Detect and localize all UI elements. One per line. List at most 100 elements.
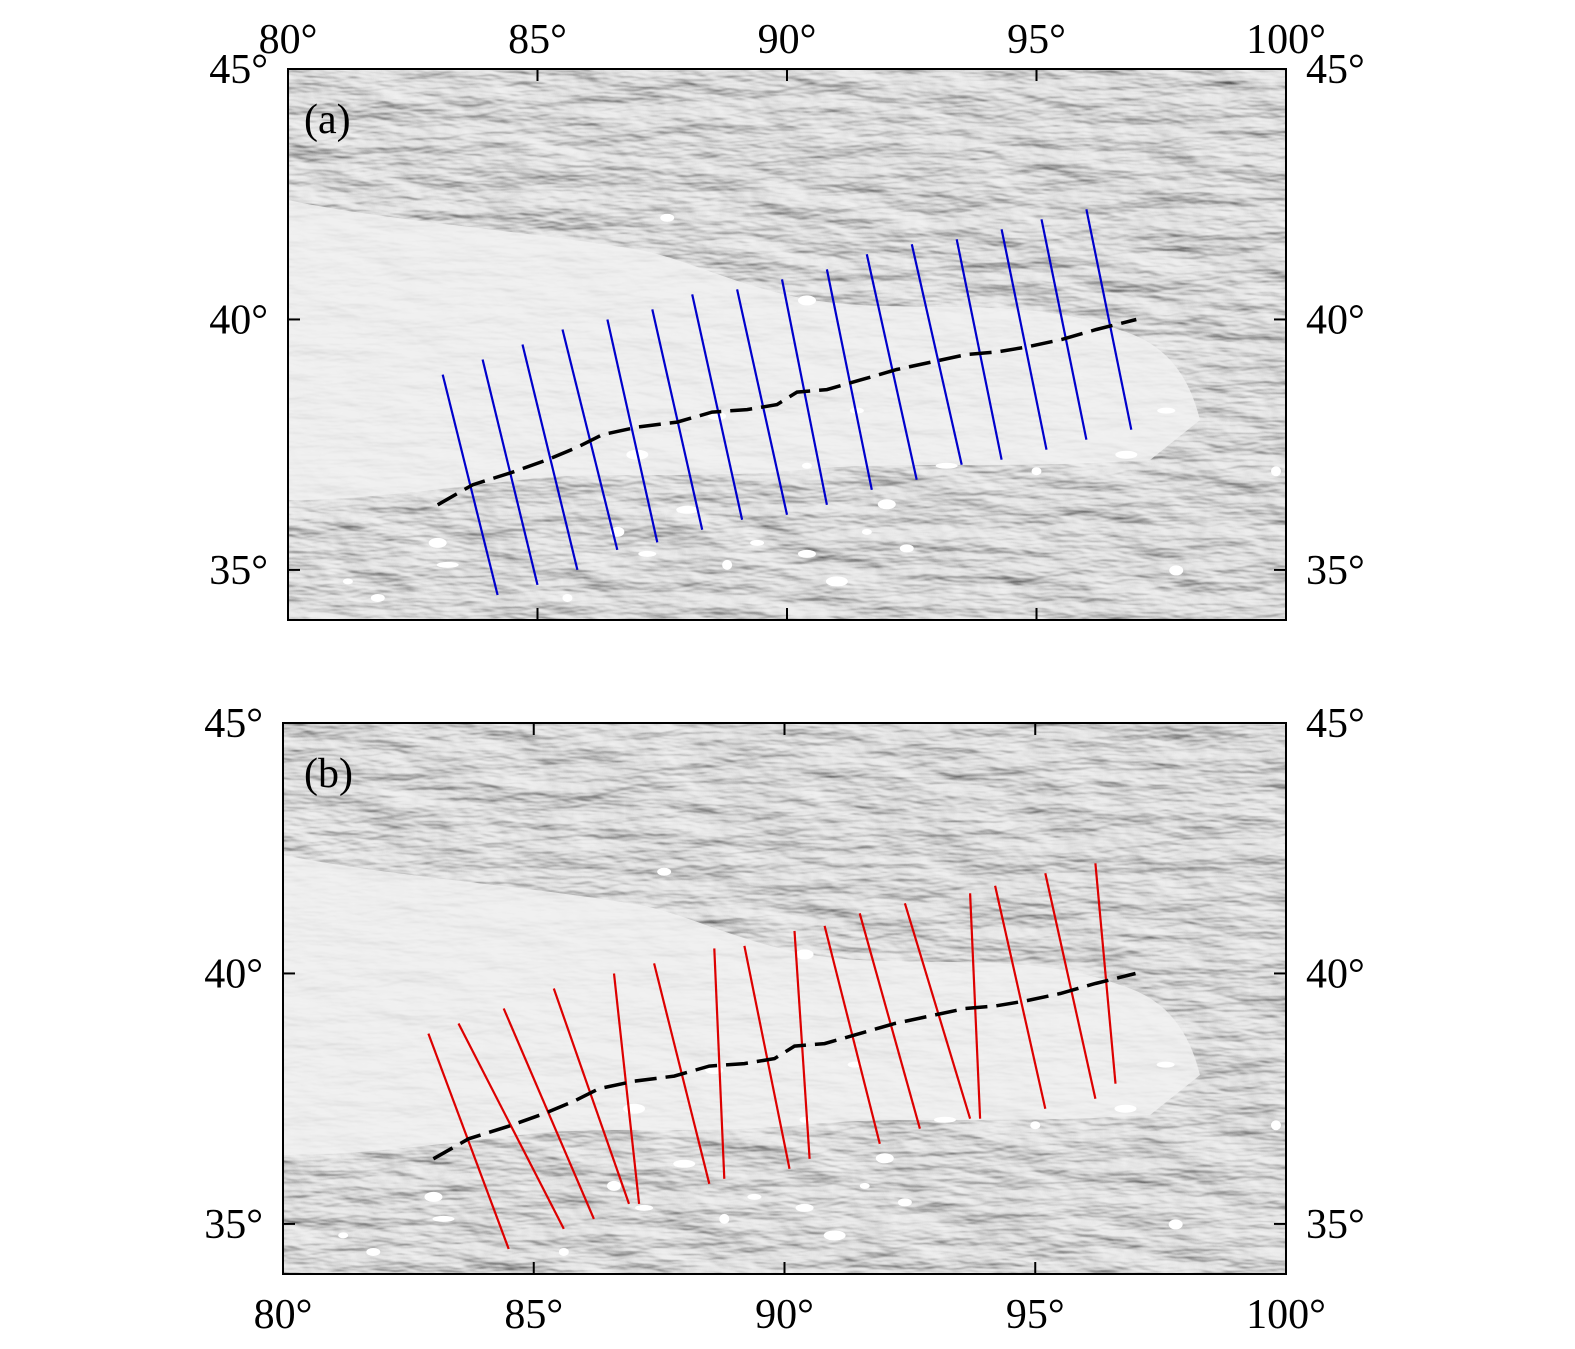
lake <box>823 1230 846 1241</box>
profile-line-5 <box>612 973 641 1205</box>
lon-tick-label: 90° <box>758 17 817 63</box>
boundary-dashed-line-a <box>436 317 1137 507</box>
lake <box>795 1203 814 1212</box>
lake <box>825 576 848 587</box>
lake <box>606 1180 621 1191</box>
lat-tick-label-right: 40° <box>1306 297 1365 343</box>
lake <box>708 412 727 421</box>
lake <box>933 1116 956 1123</box>
lake <box>558 1247 569 1256</box>
lake <box>750 539 765 546</box>
lat-tick-label-left: 35° <box>204 1202 263 1248</box>
map-panel-a: 80° 85° 90° 95° 100° 35° 35° 40° 40° 45° 45° (a) <box>209 17 1365 621</box>
lake <box>1271 466 1282 477</box>
lat-tick-label-right: 45° <box>1306 47 1365 93</box>
lake <box>635 1204 654 1211</box>
lon-tick-label: 85° <box>508 17 567 63</box>
lake <box>370 593 385 602</box>
profile-lines-a <box>441 209 1133 596</box>
lon-tick-label: 100° <box>1246 17 1326 63</box>
panel-label-b: (b) <box>304 751 353 797</box>
lake <box>1169 565 1184 576</box>
lake <box>801 462 812 469</box>
lake <box>797 295 816 306</box>
profile-line-15 <box>1040 219 1088 440</box>
lon-tick-label: 95° <box>1007 17 1066 63</box>
lake <box>366 1247 381 1256</box>
lake <box>1156 1061 1175 1068</box>
lake <box>676 505 699 514</box>
lon-tick-label: 95° <box>1006 1292 1065 1338</box>
profile-line-1 <box>427 1033 510 1250</box>
lake <box>623 1103 646 1114</box>
lake <box>1168 1219 1183 1230</box>
profile-line-3 <box>521 344 579 571</box>
lake <box>562 593 573 602</box>
lake <box>1115 450 1138 459</box>
lat-tick-label-right: 35° <box>1306 1202 1365 1248</box>
lake <box>747 1193 762 1200</box>
profile-line-16 <box>1094 863 1117 1084</box>
profile-line-7 <box>713 948 726 1179</box>
profile-line-6 <box>651 309 704 531</box>
lake <box>722 559 733 570</box>
profile-line-2 <box>457 1022 565 1230</box>
lake <box>657 867 672 876</box>
lake <box>795 949 814 960</box>
lat-tick-label-right: 35° <box>1306 548 1365 594</box>
lake <box>673 1159 696 1168</box>
profile-line-8 <box>743 945 791 1170</box>
lake <box>1031 467 1042 476</box>
lake <box>719 1213 730 1224</box>
lon-tick-label: 90° <box>755 1292 814 1338</box>
lat-tick-label-right: 40° <box>1306 951 1365 997</box>
profile-line-12 <box>903 902 972 1120</box>
lake <box>436 561 459 568</box>
profile-line-5 <box>606 319 659 543</box>
lake <box>1114 1104 1137 1113</box>
lon-tick-label: 80° <box>254 1292 313 1338</box>
lake <box>638 550 657 557</box>
lake <box>432 1215 455 1222</box>
profile-line-15 <box>1044 873 1097 1099</box>
axis-ticks-a: 80° 85° 90° 95° 100° 35° 35° 40° 40° 45° 45° <box>209 17 1365 620</box>
lake <box>877 499 896 510</box>
lake <box>861 528 872 535</box>
lat-tick-label-left: 45° <box>204 701 263 747</box>
lon-tick-label: 100° <box>1246 1292 1326 1338</box>
lake <box>338 1232 349 1239</box>
axis-ticks-b: 80° 85° 90° 95° 100° 35° 35° 40° 40° 45° 45° <box>204 701 1365 1338</box>
tarim-basin-plain-a <box>288 200 1200 500</box>
panel-label-a: (a) <box>304 97 351 143</box>
lat-tick-label-left: 45° <box>209 47 268 93</box>
lake <box>1157 407 1176 414</box>
profile-line-4 <box>552 988 631 1205</box>
profile-line-16 <box>1085 209 1133 430</box>
profile-line-14 <box>1000 229 1048 450</box>
lake <box>1270 1120 1281 1131</box>
lon-tick-label: 80° <box>259 17 318 63</box>
profile-line-14 <box>994 885 1047 1109</box>
map-panel-b: 80° 85° 90° 95° 100° 35° 35° 40° 40° 45° 45° (b) <box>204 701 1365 1338</box>
lake <box>935 462 958 469</box>
lat-tick-label-right: 45° <box>1306 701 1365 747</box>
boundary-dashed-line-b <box>432 971 1136 1161</box>
lake <box>859 1182 870 1189</box>
profile-line-10 <box>825 269 873 491</box>
profile-line-11 <box>865 254 918 480</box>
lon-tick-label: 85° <box>504 1292 563 1338</box>
profile-line-8 <box>736 289 789 516</box>
profile-line-3 <box>502 1008 595 1220</box>
lat-tick-label-left: 40° <box>209 297 268 343</box>
lake <box>899 544 914 553</box>
lake <box>797 549 816 558</box>
profile-line-11 <box>858 913 921 1129</box>
lat-tick-label-left: 40° <box>204 951 263 997</box>
lake <box>847 1061 862 1068</box>
lake <box>428 537 447 548</box>
lake <box>1030 1121 1041 1130</box>
lake <box>875 1153 894 1164</box>
lake <box>897 1198 912 1207</box>
profile-line-7 <box>691 294 744 521</box>
